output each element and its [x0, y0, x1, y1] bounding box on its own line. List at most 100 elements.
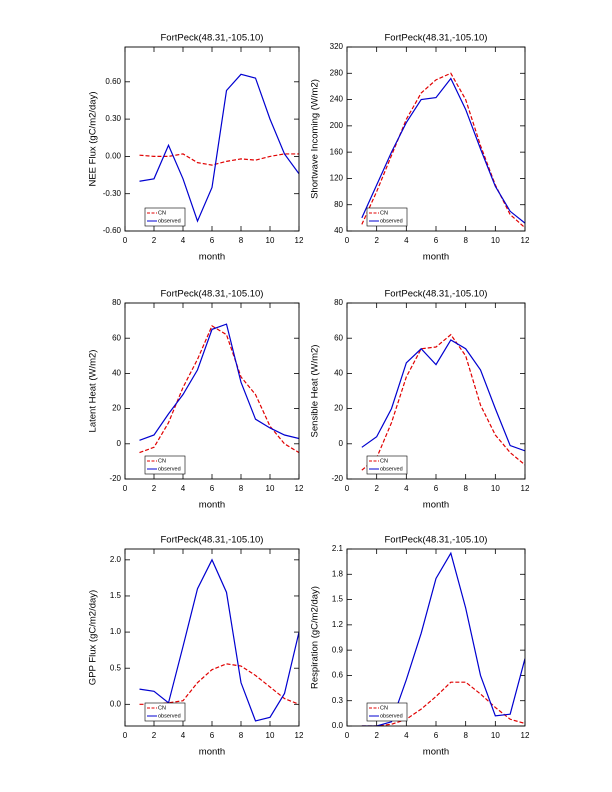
series-line [139, 325, 299, 454]
y-tick-label: 1.5 [332, 595, 344, 604]
y-tick-label: 0.6 [332, 671, 344, 680]
x-tick-label: 8 [239, 236, 244, 245]
panel: FortPeck(48.31,-105.10) month GPP Flux (gC… [88, 535, 304, 758]
x-tick-label: 12 [295, 731, 304, 740]
panel-title: FortPeck(48.31,-105.10) [161, 535, 264, 546]
y-tick-label: 1.8 [332, 569, 344, 578]
x-tick-label: 4 [404, 731, 409, 740]
x-tick-label: 12 [295, 236, 304, 245]
y-tick-label: 1.2 [332, 620, 344, 629]
y-tick-label: 0.60 [105, 77, 121, 86]
y-tick-label: 20 [112, 404, 121, 413]
y-tick-label: 240 [330, 95, 344, 104]
x-tick-label: 0 [345, 484, 350, 493]
x-tick-label: 0 [123, 236, 128, 245]
y-axis-label: Shortwave Incoming (W/m2) [310, 79, 321, 199]
series-line [361, 77, 525, 224]
y-tick-label: -20 [109, 474, 121, 483]
y-tick-label: 0.9 [332, 645, 344, 654]
y-tick-label: 320 [330, 42, 344, 51]
plot-frame [124, 548, 300, 727]
y-tick-label: 160 [330, 147, 344, 156]
legend-label: CN [158, 458, 166, 464]
y-tick-label: 0.30 [105, 114, 121, 123]
y-tick-label: 0.0 [110, 699, 122, 708]
x-tick-label: 4 [404, 236, 409, 245]
x-tick-label: 10 [266, 731, 275, 740]
x-tick-label: 6 [210, 484, 215, 493]
y-tick-label: -0.30 [103, 189, 122, 198]
x-tick-label: 6 [210, 236, 215, 245]
x-tick-label: 2 [374, 484, 379, 493]
y-tick-label: 2.1 [332, 544, 344, 553]
panel-title: FortPeck(48.31,-105.10) [385, 535, 488, 546]
panel: FortPeck(48.31,-105.10) month Latent Heat … [88, 289, 304, 511]
y-tick-label: 0 [117, 439, 122, 448]
panel-title: FortPeck(48.31,-105.10) [385, 33, 488, 44]
plot-frame [346, 548, 526, 727]
plot-frame [346, 46, 526, 232]
series-line [139, 323, 299, 441]
y-tick-label: -0.60 [103, 226, 122, 235]
x-axis-label: month [423, 500, 449, 511]
x-tick-label: 12 [295, 484, 304, 493]
x-tick-label: 4 [181, 236, 186, 245]
y-tick-label: 1.0 [110, 627, 122, 636]
y-tick-label: 40 [112, 369, 121, 378]
legend-label: observed [380, 466, 403, 472]
x-tick-label: 6 [434, 236, 439, 245]
x-axis-label: month [199, 747, 225, 758]
y-tick-label: 1.5 [110, 591, 122, 600]
x-tick-label: 6 [434, 484, 439, 493]
x-tick-label: 2 [374, 731, 379, 740]
x-tick-label: 10 [266, 484, 275, 493]
y-tick-label: -20 [331, 474, 343, 483]
legend-label: CN [158, 705, 166, 711]
series-line [361, 72, 525, 229]
x-tick-label: 0 [345, 731, 350, 740]
panel-title: FortPeck(48.31,-105.10) [161, 289, 264, 300]
x-tick-label: 10 [491, 484, 500, 493]
x-axis-label: month [423, 252, 449, 263]
legend-label: CN [380, 458, 388, 464]
y-tick-label: 2.0 [110, 555, 122, 564]
series-line [361, 681, 525, 726]
series-line [139, 558, 299, 722]
y-axis-label: Respiration (gC/m2/day) [310, 586, 321, 689]
x-tick-label: 8 [239, 484, 244, 493]
x-tick-label: 10 [491, 236, 500, 245]
y-axis-label: NEE Flux (gC/m2/day) [88, 91, 99, 186]
y-axis-label: Latent Heat (W/m2) [88, 350, 99, 433]
x-tick-label: 4 [404, 484, 409, 493]
legend-label: observed [158, 713, 181, 719]
legend-label: observed [380, 218, 403, 224]
panel: FortPeck(48.31,-105.10) month NEE Flux (gC… [88, 33, 304, 263]
y-tick-label: 0 [339, 439, 344, 448]
legend-label: CN [158, 210, 166, 216]
y-tick-label: 20 [334, 404, 343, 413]
y-tick-label: 200 [330, 121, 344, 130]
legend-label: observed [158, 218, 181, 224]
legend-label: observed [380, 713, 403, 719]
x-tick-label: 8 [463, 484, 468, 493]
plot-frame [124, 302, 300, 480]
y-tick-label: 0.3 [332, 696, 344, 705]
x-tick-label: 8 [463, 731, 468, 740]
x-tick-label: 10 [266, 236, 275, 245]
plot-frame [124, 46, 300, 232]
legend-label: CN [380, 705, 388, 711]
x-tick-label: 10 [491, 731, 500, 740]
series-line [361, 333, 525, 471]
x-tick-label: 0 [345, 236, 350, 245]
series-line [361, 339, 525, 452]
x-tick-label: 0 [123, 484, 128, 493]
y-tick-label: 80 [334, 298, 343, 307]
panel: FortPeck(48.31,-105.10) month Respiration … [310, 535, 530, 758]
x-tick-label: 4 [181, 731, 186, 740]
y-axis-label: GPP Flux (gC/m2/day) [88, 590, 99, 685]
x-tick-label: 6 [210, 731, 215, 740]
x-tick-label: 6 [434, 731, 439, 740]
x-tick-label: 2 [374, 236, 379, 245]
x-tick-label: 2 [152, 236, 157, 245]
